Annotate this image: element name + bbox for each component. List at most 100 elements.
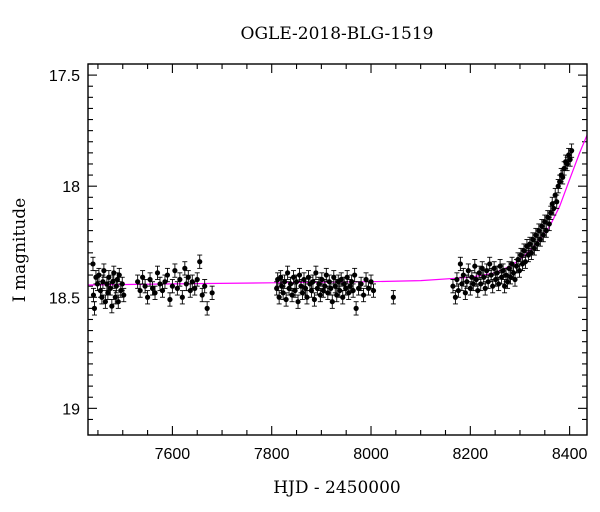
model-curve [87,134,588,286]
data-marker [101,268,107,274]
data-point [194,272,200,287]
data-point [554,194,560,209]
data-point [164,267,171,283]
data-marker [548,210,554,216]
data-point [560,170,566,185]
data-point [457,256,463,272]
data-marker [137,287,143,294]
data-point [102,294,108,309]
data-marker [459,281,465,287]
data-marker [187,287,193,294]
data-marker [479,265,485,271]
data-marker [340,294,346,300]
data-marker [274,285,280,291]
data-point [109,299,115,314]
data-point [285,265,291,280]
data-marker [159,287,166,294]
data-marker [167,296,173,303]
data-marker [317,292,323,298]
data-marker [289,292,295,298]
data-marker [460,272,466,278]
data-marker [370,287,377,294]
data-marker [177,276,183,283]
data-marker [504,279,511,285]
data-marker [551,205,557,212]
data-point [504,274,511,289]
data-point [512,272,518,287]
data-point [304,290,310,305]
data-marker [105,290,111,296]
data-marker [358,281,364,287]
data-point [325,285,331,300]
data-marker [121,292,127,298]
data-marker [450,283,456,289]
data-point [209,285,215,300]
data-point [99,290,105,305]
data-marker [554,199,560,205]
data-points-layer [90,143,575,316]
data-point [516,263,523,278]
data-marker [527,241,533,247]
data-marker [481,274,487,280]
data-marker [116,272,122,278]
data-marker [497,263,503,269]
y-axis-label: I magnitude [10,198,30,302]
data-marker [363,276,369,283]
data-point [144,290,151,305]
data-marker [540,232,546,238]
data-marker [454,276,460,283]
data-marker [543,228,549,234]
data-point [177,272,183,287]
data-marker [534,241,540,247]
data-marker [142,283,148,289]
x-axis-label: HJD - 2450000 [273,478,401,498]
data-point [363,272,369,287]
data-marker [292,287,298,294]
data-point [462,285,468,300]
data-point [282,274,288,289]
data-marker [197,259,203,265]
y-tick-label: 18 [62,179,80,196]
data-marker [542,219,548,225]
data-point [152,285,158,300]
data-point [197,254,203,269]
data-marker [115,299,121,305]
data-marker [296,272,303,278]
chart-title: OGLE-2018-BLG-1519 [241,24,434,44]
data-point [187,283,193,298]
data-marker [564,161,570,167]
data-marker [521,248,527,254]
data-point [137,283,143,298]
data-marker [149,285,156,291]
data-marker [537,236,543,243]
data-marker [488,272,494,278]
data-marker [135,279,141,285]
data-marker [334,292,340,298]
data-point [465,263,471,278]
data-marker [331,274,337,280]
data-marker [199,292,205,298]
data-marker [322,283,328,289]
data-marker [174,285,180,291]
data-marker [185,274,191,280]
data-marker [140,274,146,280]
data-marker [455,287,462,294]
data-marker [475,287,481,294]
data-point [292,283,298,298]
data-marker [192,285,198,291]
data-point [147,272,153,287]
y-tick-label: 19 [62,401,80,418]
data-marker [299,290,306,296]
data-point [353,301,359,316]
data-marker [478,281,484,287]
data-marker [96,272,102,278]
data-marker [487,261,493,267]
data-point [295,294,301,309]
data-marker [179,294,185,300]
data-point [94,276,101,292]
data-marker [337,287,343,294]
data-marker [278,274,284,280]
data-point [167,292,173,307]
data-point [182,261,188,276]
data-marker [90,292,97,298]
